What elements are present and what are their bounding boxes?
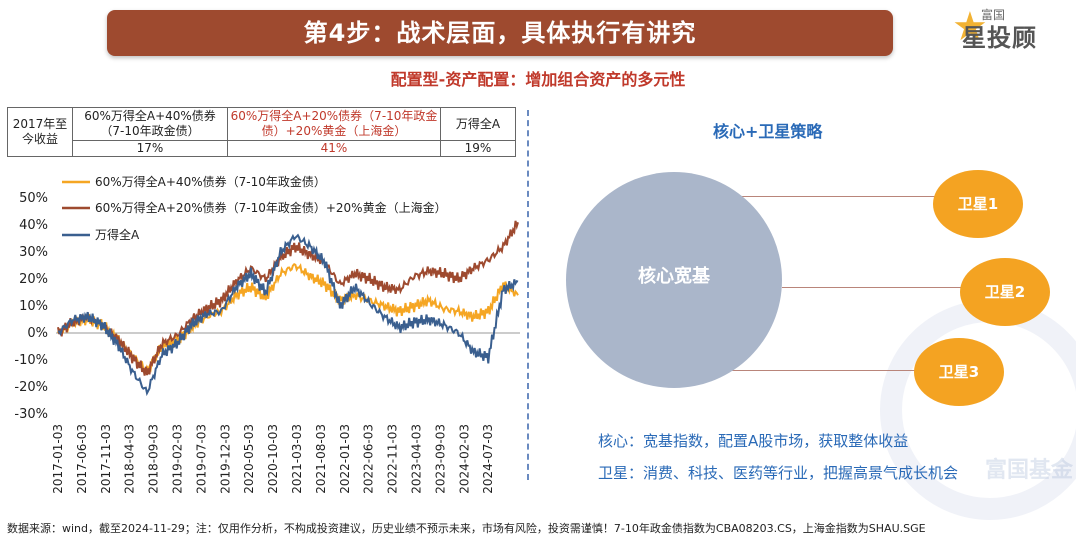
x-tick-label: 2019-07-03 [194,424,208,494]
title-banner: 第4步：战术层面，具体执行有讲究 [107,10,893,56]
x-tick-label: 2024-07-03 [481,424,495,494]
x-tick-label: 2018-04-03 [123,424,137,494]
x-tick-label: 2022-11-03 [386,424,400,494]
core-label: 核心宽基 [638,266,710,287]
col-value-2: 41% [227,140,441,157]
y-tick-label: 50% [19,191,48,206]
chart-legend: 60%万得全A+40%债券（7-10年政金债） 60%万得全A+20%债券（7-… [62,174,447,242]
footnote: 数据来源：wind，截至2024-11-29；注：仅用作分析，不构成投资建议，历… [7,522,926,535]
core-description: 核心：宽基指数，配置A股市场，获取整体收益 [598,432,909,450]
logo-small-text: 富国 [981,8,1006,22]
col-value-1: 17% [72,140,228,157]
x-tick-label: 2021-03-03 [290,424,304,494]
col-value-3: 19% [440,140,516,157]
page-title: 第4步：战术层面，具体执行有讲究 [303,19,697,47]
legend-label-1: 60%万得全A+40%债券（7-10年政金债） [95,174,326,189]
star-logo-icon: ★ [952,4,988,50]
satellite-2: 卫星2 [960,258,1050,326]
x-tick-label: 2022-01-03 [338,424,352,494]
satellite-3: 卫星3 [914,338,1004,406]
series-line-2 [57,220,519,376]
y-tick-label: 40% [19,218,48,233]
x-tick-label: 2020-05-03 [242,424,256,494]
x-tick-label: 2019-12-03 [218,424,232,494]
series-line-3 [57,233,519,397]
col-header-3: 万得全A [440,107,516,141]
x-axis: 2017-01-03 2017-06-03 2017-11-03 2018-04-03… [51,424,495,494]
x-tick-label: 2018-09-03 [147,424,161,494]
y-axis: 50% 40% 30% 20% 10% 0% -10% -20% -30% [14,191,520,422]
watermark-text: 富国基金 [985,458,1074,483]
logo-big-text: 星投顾 [962,24,1037,52]
x-tick-label: 2017-01-03 [51,424,65,494]
y-tick-label: -20% [14,380,48,395]
col-header-1: 60%万得全A+40%债券（7-10年政金债） [72,107,228,141]
x-tick-label: 2017-06-03 [75,424,89,494]
connector-line-3 [724,370,916,371]
y-tick-label: 0% [27,326,48,341]
performance-table: 2017年至今收益 60%万得全A+40%债券（7-10年政金债） 60%万得全… [7,107,516,157]
legend-label-3: 万得全A [95,227,140,242]
core-circle [566,172,782,388]
table-header-row: 2017年至今收益 60%万得全A+40%债券（7-10年政金债） 60%万得全… [7,107,516,157]
x-tick-label: 2019-02-03 [171,424,185,494]
y-tick-label: -10% [14,353,48,368]
x-tick-label: 2023-09-03 [433,424,447,494]
x-tick-label: 2020-10-03 [266,424,280,494]
x-tick-label: 2023-04-03 [410,424,424,494]
legend-label-2: 60%万得全A+20%债券（7-10年政金债）+20%黄金（上海金） [95,200,447,215]
series-lines [57,220,519,397]
vertical-divider [527,110,529,480]
connector-line-1 [740,196,936,197]
section-subtitle: 配置型-资产配置：增加组合资产的多元性 [390,70,686,89]
y-tick-label: 30% [19,245,48,260]
col-header-2: 60%万得全A+20%债券（7-10年政金债）+20%黄金（上海金） [227,107,441,141]
connector-line-2 [782,287,962,288]
satellite-1: 卫星1 [933,170,1023,238]
returns-line-chart: 60%万得全A+40%债券（7-10年政金债） 60%万得全A+20%债券（7-… [14,174,520,494]
y-tick-label: 20% [19,272,48,287]
watermark-ring [880,300,1076,520]
x-tick-label: 2021-08-03 [314,424,328,494]
table-value-row: 17% 41% 19% [8,140,516,157]
strategy-title: 核心+卫星策略 [713,122,823,141]
x-tick-label: 2017-11-03 [99,424,113,494]
y-tick-label: -30% [14,407,48,422]
x-tick-label: 2024-02-03 [457,424,471,494]
satellite-description: 卫星：消费、科技、医药等行业，把握高景气成长机会 [598,464,959,482]
x-tick-label: 2022-06-03 [362,424,376,494]
y-tick-label: 10% [19,299,48,314]
row-label-cell: 2017年至今收益 [7,107,73,157]
